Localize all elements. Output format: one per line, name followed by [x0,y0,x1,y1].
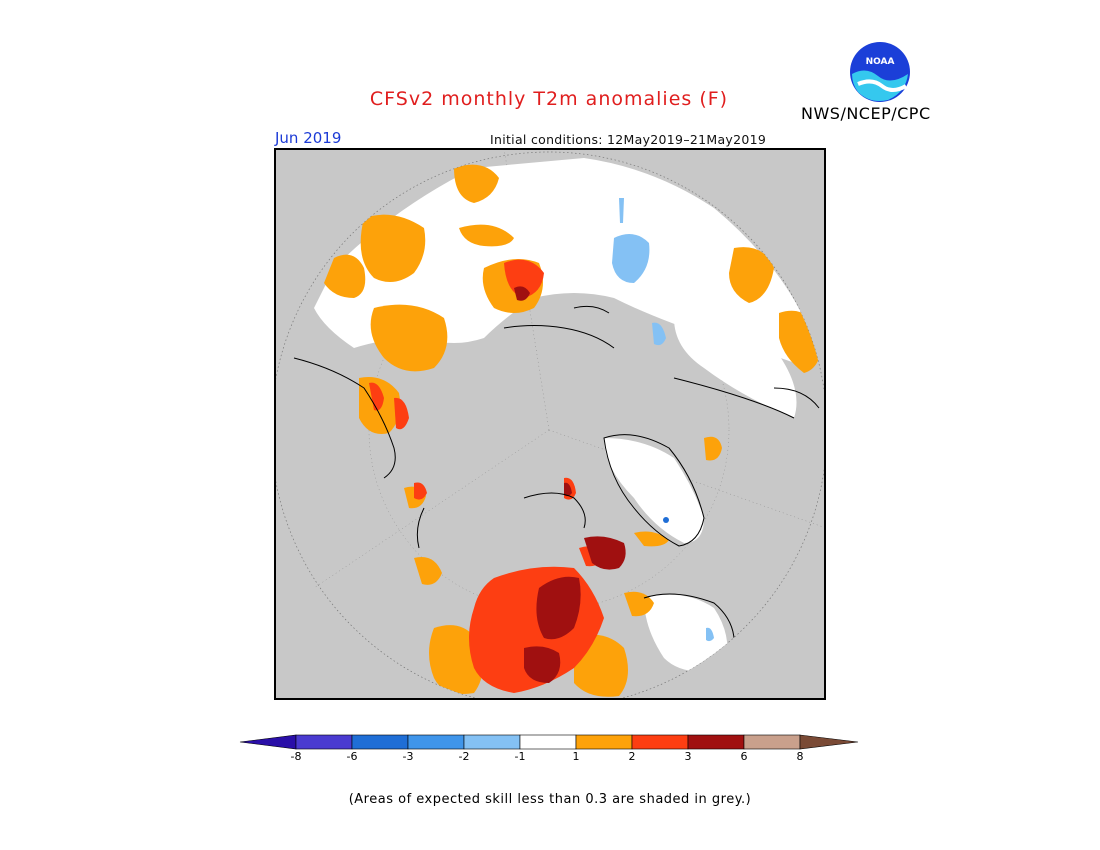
colorbar-cell [463,734,521,750]
colorbar-tick-label: -3 [402,750,414,763]
region-blue-spot [663,517,669,523]
chart-title: CFSv2 monthly T2m anomalies (F) [369,88,729,110]
colorbar-tick-label: 1 [572,750,580,763]
colorbar-cell [687,734,745,750]
colorbar-cell [407,734,465,750]
noaa-logo: NOAA [850,42,910,102]
colorbar-cell [743,734,801,750]
colorbar-tick-label: 3 [684,750,692,763]
colorbar-tick-label: 8 [796,750,804,763]
map-frame [274,148,826,700]
agency-label: NWS/NCEP/CPC [801,104,931,123]
colorbar-tick-label: 6 [740,750,748,763]
logo-text: NOAA [866,57,895,67]
initial-conditions: Initial conditions: 12May2019–21May2019 [490,132,767,147]
colorbar-arrow-low [239,734,297,750]
region-orange [324,164,822,697]
coastlines [293,305,820,639]
colorbar [239,734,859,750]
skill-note: (Areas of expected skill less than 0.3 a… [348,792,752,807]
colorbar-arrow-high [799,734,859,750]
colorbar-tick-label: -1 [514,750,526,763]
colorbar-tick-label: -8 [290,750,302,763]
colorbar-cell [631,734,689,750]
region-lightblue [612,198,714,642]
forecast-month: Jun 2019 [275,129,342,147]
anomaly-map [274,148,826,700]
region-darkred [514,286,626,683]
colorbar-tick-label: -6 [346,750,358,763]
colorbar-tick-label: 2 [628,750,636,763]
colorbar-cell [519,734,577,750]
colorbar-cell [351,734,409,750]
colorbar-cell [295,734,353,750]
colorbar-cell [575,734,633,750]
colorbar-tick-label: -2 [458,750,470,763]
